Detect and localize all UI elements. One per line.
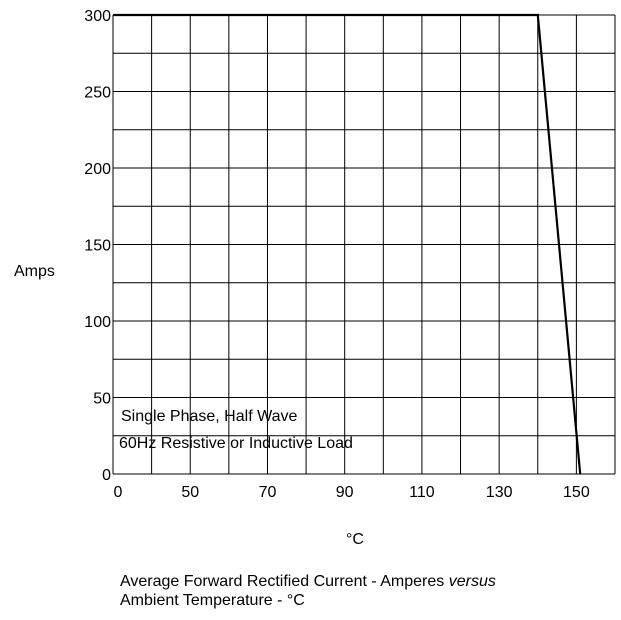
y-tick-label: 50: [93, 391, 111, 408]
x-axis-label: °C: [346, 531, 364, 548]
chart-annotation-line-1: Single Phase, Half Wave: [121, 408, 297, 425]
chart-series: [112, 13, 582, 475]
y-tick-label: 300: [84, 8, 111, 25]
y-tick-label: 250: [84, 85, 111, 102]
y-tick-label: 0: [102, 467, 111, 484]
caption-line-1-text: Average Forward Rectified Current - Ampe…: [120, 573, 449, 590]
y-tick-label: 200: [84, 161, 111, 178]
x-tick-label: 0: [114, 484, 123, 501]
chart-grid: [112, 14, 616, 475]
caption-versus: versus: [448, 573, 496, 590]
caption-line-1: Average Forward Rectified Current - Ampe…: [120, 572, 496, 591]
x-tick-label: 90: [336, 484, 354, 501]
chart-annotation-line-2: 60Hz Resistive or Inductive Load: [119, 435, 353, 452]
x-tick-label: 110: [409, 484, 435, 501]
caption-line-2: Ambient Temperature - °C: [120, 592, 305, 609]
x-tick-label: 130: [486, 484, 513, 501]
y-tick-labels: 0 50 100 150 200 250 300: [84, 8, 111, 484]
x-tick-label: 150: [563, 484, 590, 501]
derating-chart: 0 50 100 150 200 250 300 0 50 70 90 110 130 150 Amps…: [14, 8, 616, 548]
y-axis-label: Amps: [14, 263, 55, 280]
x-tick-label: 50: [181, 484, 199, 501]
y-tick-label: 100: [84, 314, 111, 331]
x-tick-labels: 0 50 70 90 110 130 150: [114, 484, 590, 501]
y-tick-label: 150: [84, 238, 111, 255]
x-tick-label: 70: [259, 484, 277, 501]
